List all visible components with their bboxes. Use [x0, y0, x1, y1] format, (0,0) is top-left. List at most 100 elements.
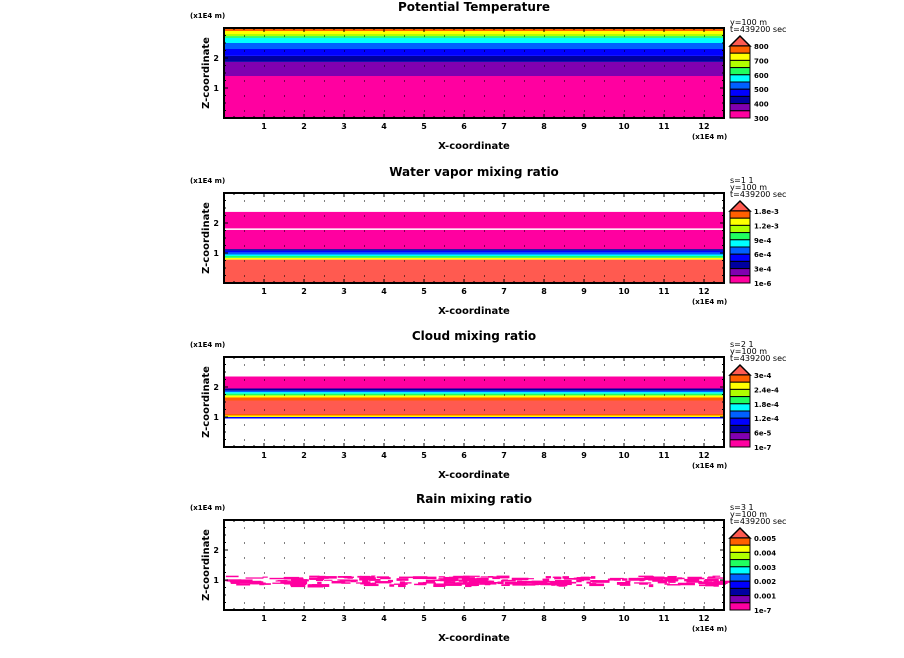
- grid-dot: [364, 65, 365, 67]
- rain-cell: [542, 578, 550, 582]
- grid-dot: [464, 379, 465, 381]
- grid-dot: [544, 260, 545, 262]
- x-tick-label: 7: [501, 122, 507, 131]
- rain-cell: [317, 576, 329, 579]
- rain-cell: [660, 577, 670, 580]
- grid-dot: [324, 557, 325, 559]
- grid-dot: [484, 394, 485, 396]
- grid-dot: [624, 542, 625, 544]
- grid-dot: [484, 245, 485, 247]
- contour-band: [224, 376, 724, 389]
- grid-dot: [664, 602, 665, 604]
- x-tick-label: 8: [541, 614, 547, 623]
- grid-dot: [264, 50, 265, 52]
- grid-dot: [564, 35, 565, 37]
- x-tick-label: 8: [541, 451, 547, 460]
- grid-dot: [284, 394, 285, 396]
- rain-cell: [713, 584, 719, 587]
- colorbar-swatch: [729, 239, 751, 248]
- grid-dot: [484, 527, 485, 529]
- rain-cell: [592, 580, 610, 583]
- rain-cell: [664, 579, 671, 582]
- grid-dot: [244, 542, 245, 544]
- rain-cell: [576, 584, 583, 587]
- grid-dot: [244, 245, 245, 247]
- rain-cell: [501, 584, 510, 586]
- colorbar-swatch: [729, 410, 751, 419]
- x-tick-label: 11: [658, 287, 670, 296]
- rain-cell: [521, 583, 536, 586]
- rain-cell: [667, 584, 681, 586]
- grid-dot: [584, 557, 585, 559]
- rain-cell: [579, 578, 585, 582]
- rain-cell: [610, 577, 624, 580]
- rain-cell: [616, 581, 631, 585]
- grid-dot: [444, 35, 445, 37]
- x-tick-label: 7: [501, 451, 507, 460]
- grid-dot: [524, 587, 525, 589]
- grid-dot: [344, 65, 345, 67]
- colorbar-label: 1.2e-3: [754, 222, 779, 230]
- grid-dot: [564, 394, 565, 396]
- grid-dot: [244, 260, 245, 262]
- grid-dot: [324, 230, 325, 232]
- colorbar-swatch: [729, 268, 751, 277]
- rain-cell: [589, 583, 605, 587]
- rain-cell: [443, 576, 454, 579]
- grid-dot: [264, 364, 265, 366]
- grid-dot: [564, 245, 565, 247]
- x-tick-label: 6: [461, 287, 467, 296]
- grid-dot: [284, 65, 285, 67]
- grid-dot: [264, 215, 265, 217]
- grid-dot: [364, 110, 365, 112]
- grid-dot: [624, 50, 625, 52]
- x-tick-label: 5: [421, 122, 427, 131]
- rain-cell: [362, 581, 371, 583]
- colorbar-overflow-triangle: [728, 526, 752, 539]
- grid-dot: [504, 275, 505, 277]
- grid-dot: [644, 215, 645, 217]
- grid-dot: [384, 275, 385, 277]
- grid-dot: [504, 230, 505, 232]
- grid-dot: [604, 364, 605, 366]
- grid-dot: [704, 602, 705, 604]
- grid-dot: [324, 439, 325, 441]
- grid-dot: [384, 200, 385, 202]
- grid-dot: [244, 215, 245, 217]
- grid-dot: [584, 215, 585, 217]
- rain-cell: [337, 575, 347, 578]
- grid-dot: [404, 527, 405, 529]
- grid-dot: [644, 65, 645, 67]
- rain-cell: [360, 577, 376, 580]
- grid-dot: [404, 200, 405, 202]
- grid-dot: [624, 364, 625, 366]
- grid-dot: [464, 275, 465, 277]
- grid-dot: [544, 439, 545, 441]
- grid-dot: [544, 275, 545, 277]
- grid-dot: [484, 572, 485, 574]
- z-axis-label: Z-coordinate: [201, 366, 212, 438]
- colorbar-swatch: [729, 566, 751, 575]
- grid-dot: [704, 200, 705, 202]
- grid-dot: [664, 80, 665, 82]
- grid-dot: [344, 200, 345, 202]
- grid-dot: [504, 364, 505, 366]
- grid-dot: [664, 424, 665, 426]
- grid-dot: [304, 557, 305, 559]
- rain-cell: [233, 581, 240, 584]
- grid-dot: [284, 35, 285, 37]
- colorbar-legend: 800 700 600 500 400 300: [728, 34, 769, 123]
- grid-dot: [344, 35, 345, 37]
- grid-dot: [524, 364, 525, 366]
- grid-dot: [664, 35, 665, 37]
- rain-cell: [458, 580, 468, 582]
- grid-dot: [484, 542, 485, 544]
- grid-dot: [324, 424, 325, 426]
- grid-dot: [704, 424, 705, 426]
- colorbar-swatch: [729, 580, 751, 589]
- grid-dot: [284, 557, 285, 559]
- colorbar-label: 1e-6: [754, 280, 772, 288]
- grid-dot: [424, 95, 425, 97]
- x-tick-label: 3: [341, 122, 347, 131]
- z-tick-label: 1: [213, 576, 219, 585]
